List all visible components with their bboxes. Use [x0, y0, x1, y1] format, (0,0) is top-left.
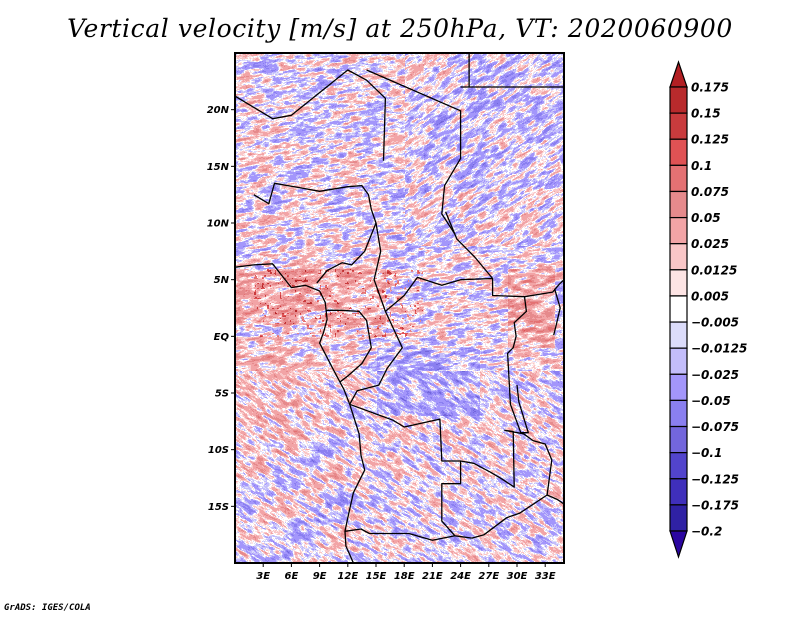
colorbar-box — [669, 347, 688, 375]
colorbar-arrow-max — [669, 60, 688, 88]
colorbar-box — [669, 373, 688, 402]
colorbar-box — [669, 478, 688, 506]
x-tick-label: 18E — [394, 571, 415, 582]
colorbar-label: −0.175 — [691, 498, 739, 512]
border-drc-zambia — [460, 429, 553, 539]
colorbar-label: 0.005 — [691, 289, 729, 303]
grads-credit: GrADS: IGES/COLA — [4, 603, 91, 613]
colorbar-box — [669, 504, 688, 532]
border-car-cameroon — [373, 222, 525, 313]
colorbar-arrow-min — [669, 530, 688, 559]
colorbar-label: 0.15 — [691, 107, 721, 121]
y-tick-label: 10S — [208, 445, 229, 456]
y-tick-label: 20N — [207, 105, 230, 116]
colorbar-label: 0.175 — [691, 81, 729, 95]
colorbar-box — [669, 112, 688, 140]
y-tick-label: 5N — [214, 275, 230, 286]
colorbar-box — [669, 164, 688, 193]
colorbar-label: −0.1 — [691, 446, 722, 460]
y-tick-label: 15S — [208, 502, 229, 513]
x-tick-label: 6E — [285, 571, 299, 582]
chart-title: Vertical velocity [m/s] at 250hPa, VT: 2… — [67, 14, 733, 43]
country-boundaries — [235, 53, 564, 563]
colorbar-box — [669, 243, 688, 271]
border-malawi — [546, 494, 564, 505]
colorbar-box — [669, 269, 688, 297]
colorbar-box — [669, 86, 688, 114]
colorbar-box — [669, 138, 688, 166]
coastline-west-africa — [235, 263, 366, 563]
colorbar-label: 0.025 — [691, 237, 729, 251]
x-tick-label: 12E — [337, 571, 358, 582]
border-drc-congo — [349, 311, 472, 539]
border-angola-namibia — [344, 528, 456, 541]
colorbar-box — [669, 399, 688, 428]
colorbar-box — [669, 295, 688, 323]
x-tick-label: 21E — [422, 571, 443, 582]
y-tick-label: 15N — [207, 162, 230, 173]
x-tick-label: 24E — [450, 571, 471, 582]
colorbar-label: 0.075 — [691, 185, 729, 199]
border-congo-gabon — [326, 309, 372, 383]
border-sudan-car — [444, 211, 494, 279]
x-tick-label: 33E — [535, 571, 556, 582]
colorbar-label: −0.2 — [691, 525, 722, 539]
x-tick-label: 27E — [478, 571, 499, 582]
colorbar-box — [669, 321, 688, 349]
map-plot-area — [235, 53, 564, 563]
y-tick-label: EQ — [214, 332, 230, 343]
colorbar-box — [669, 452, 688, 480]
colorbar-label: −0.005 — [691, 316, 739, 330]
colorbar-label: −0.075 — [691, 420, 739, 434]
colorbar-label: −0.05 — [691, 394, 731, 408]
colorbar-label: −0.0125 — [691, 342, 747, 356]
border-lake-tanganyika — [508, 385, 529, 434]
x-tick-label: 9E — [313, 571, 327, 582]
colorbar-label: 0.125 — [691, 133, 729, 147]
colorbar-label: 0.1 — [691, 159, 712, 173]
x-tick-label: 30E — [507, 571, 528, 582]
colorbar-box — [669, 216, 688, 245]
border-niger-algeria-libya — [235, 69, 387, 161]
y-tick-label: 5S — [215, 389, 229, 400]
x-tick-label: 3E — [256, 571, 270, 582]
colorbar-label: −0.025 — [691, 368, 739, 382]
colorbar-label: −0.125 — [691, 472, 739, 486]
x-tick-label: 15E — [366, 571, 387, 582]
colorbar-label: 0.0125 — [691, 263, 737, 277]
border-uganda-kenya — [553, 288, 561, 336]
y-tick-label: 10N — [207, 219, 230, 230]
border-niger-nigeria-chad — [253, 182, 377, 284]
colorbar-label: 0.05 — [691, 211, 721, 225]
colorbar-box — [669, 190, 688, 219]
colorbar-box — [669, 425, 688, 454]
